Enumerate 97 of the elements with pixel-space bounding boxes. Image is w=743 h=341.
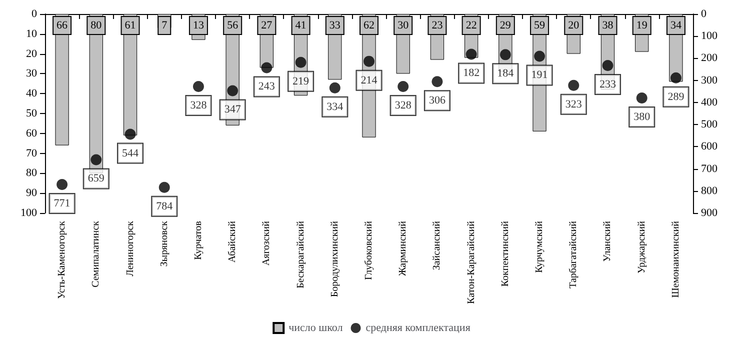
- data-label: 771: [54, 197, 70, 210]
- y2-tick-label: 600: [701, 140, 718, 153]
- point: [636, 92, 648, 104]
- data-label: 243: [258, 80, 276, 93]
- data-label: 289: [668, 90, 685, 103]
- data-label: 219: [292, 75, 310, 88]
- y-tick-label: 50: [26, 108, 38, 120]
- y2-tick-label: 0: [701, 8, 707, 20]
- y2-tick-label: 300: [701, 74, 718, 86]
- y2-tick-label: 400: [701, 96, 718, 108]
- x-tick-label: Зыряновск: [158, 220, 170, 267]
- data-label: 182: [463, 67, 480, 80]
- point: [466, 48, 477, 60]
- legend-label: средняя комплектация: [366, 322, 470, 334]
- data-label: 380: [634, 111, 651, 124]
- y-tick-label: 60: [26, 127, 38, 140]
- x-tick-label: Семипалатинск: [90, 220, 102, 288]
- point: [670, 72, 682, 84]
- x-tick-label: Катон-Карагайский: [466, 220, 477, 304]
- point: [90, 154, 102, 166]
- x-tick-label: Усть-Каменогорск: [56, 220, 68, 299]
- y2-tick-label: 700: [701, 162, 718, 175]
- data-label: 323: [565, 98, 582, 110]
- x-tick-label: Бородулихинский: [329, 220, 340, 298]
- point: [158, 182, 170, 193]
- point: [124, 128, 136, 140]
- y-tick-label: 0: [32, 8, 38, 20]
- data-label: 34: [670, 20, 682, 32]
- point: [192, 81, 204, 92]
- point: [500, 49, 511, 60]
- point: [398, 81, 409, 92]
- y-tick-label: 100: [20, 207, 38, 219]
- point: [432, 76, 443, 88]
- data-label: 184: [497, 68, 514, 80]
- data-label: 41: [295, 20, 306, 32]
- y-tick-label: 20: [26, 48, 38, 60]
- data-label: 659: [88, 172, 105, 185]
- x-tick-label: Глубоковский: [364, 220, 374, 280]
- data-label: 19: [636, 20, 648, 32]
- data-label: 22: [466, 20, 477, 32]
- x-tick-label: Зайсанский: [432, 220, 443, 270]
- y2-tick-label: 500: [701, 118, 718, 131]
- point: [329, 82, 340, 94]
- data-label: 347: [224, 104, 242, 116]
- data-label: 27: [261, 20, 273, 32]
- data-label: 191: [531, 69, 548, 82]
- x-tick-label: Тарбагатайский: [568, 220, 580, 288]
- y-tick-label: 90: [26, 187, 38, 200]
- point: [602, 60, 614, 72]
- y-tick-label: 40: [26, 88, 38, 100]
- data-label: 214: [360, 74, 378, 86]
- data-label: 62: [364, 20, 374, 32]
- x-tick-label: Шемонаихинский: [670, 220, 682, 298]
- data-label: 23: [432, 20, 444, 32]
- data-label: 29: [500, 20, 512, 32]
- y-tick-label: 80: [26, 167, 38, 180]
- y-tick-label: 30: [26, 68, 38, 80]
- data-label: 66: [56, 20, 68, 32]
- data-label: 80: [90, 20, 102, 32]
- legend-label: число школ: [288, 322, 344, 334]
- y2-tick-label: 900: [701, 207, 718, 219]
- data-label: 328: [190, 100, 208, 112]
- y2-tick-label: 800: [701, 184, 718, 197]
- data-label: 784: [156, 200, 174, 212]
- x-tick-label: Лениногорск: [124, 220, 136, 276]
- data-label: 56: [227, 20, 239, 32]
- point: [56, 178, 68, 190]
- data-label: 30: [398, 20, 410, 32]
- y2-tick-label: 100: [701, 30, 718, 42]
- x-tick-label: Курчумский: [534, 220, 546, 273]
- data-label: 38: [602, 20, 614, 32]
- data-label: 59: [534, 20, 546, 32]
- data-label: 306: [428, 94, 446, 107]
- x-tick-label: Урджарский: [636, 220, 648, 274]
- x-tick-label: Аягозский: [261, 220, 272, 266]
- data-label: 544: [122, 147, 140, 160]
- x-tick-label: Кокпектинский: [500, 220, 511, 287]
- point: [227, 85, 238, 96]
- point: [295, 56, 306, 68]
- point: [534, 50, 546, 62]
- x-tick-label: Бескарагайский: [295, 220, 306, 288]
- y-tick-label: 10: [26, 28, 38, 40]
- data-label: 61: [124, 20, 136, 32]
- x-tick-label: Уланский: [602, 220, 614, 262]
- x-tick-label: Курчатов: [192, 220, 204, 260]
- data-label: 33: [329, 20, 341, 32]
- data-label: 328: [394, 100, 412, 112]
- point: [364, 56, 374, 67]
- y2-tick-label: 200: [701, 52, 718, 64]
- data-label: 334: [326, 100, 344, 113]
- point: [261, 62, 272, 74]
- x-tick-label: Жарминский: [398, 220, 409, 276]
- data-label: 233: [599, 78, 616, 91]
- point: [568, 80, 580, 91]
- y-tick-label: 70: [26, 147, 38, 160]
- x-tick-label: Абайский: [227, 220, 238, 263]
- data-label: 20: [568, 20, 580, 32]
